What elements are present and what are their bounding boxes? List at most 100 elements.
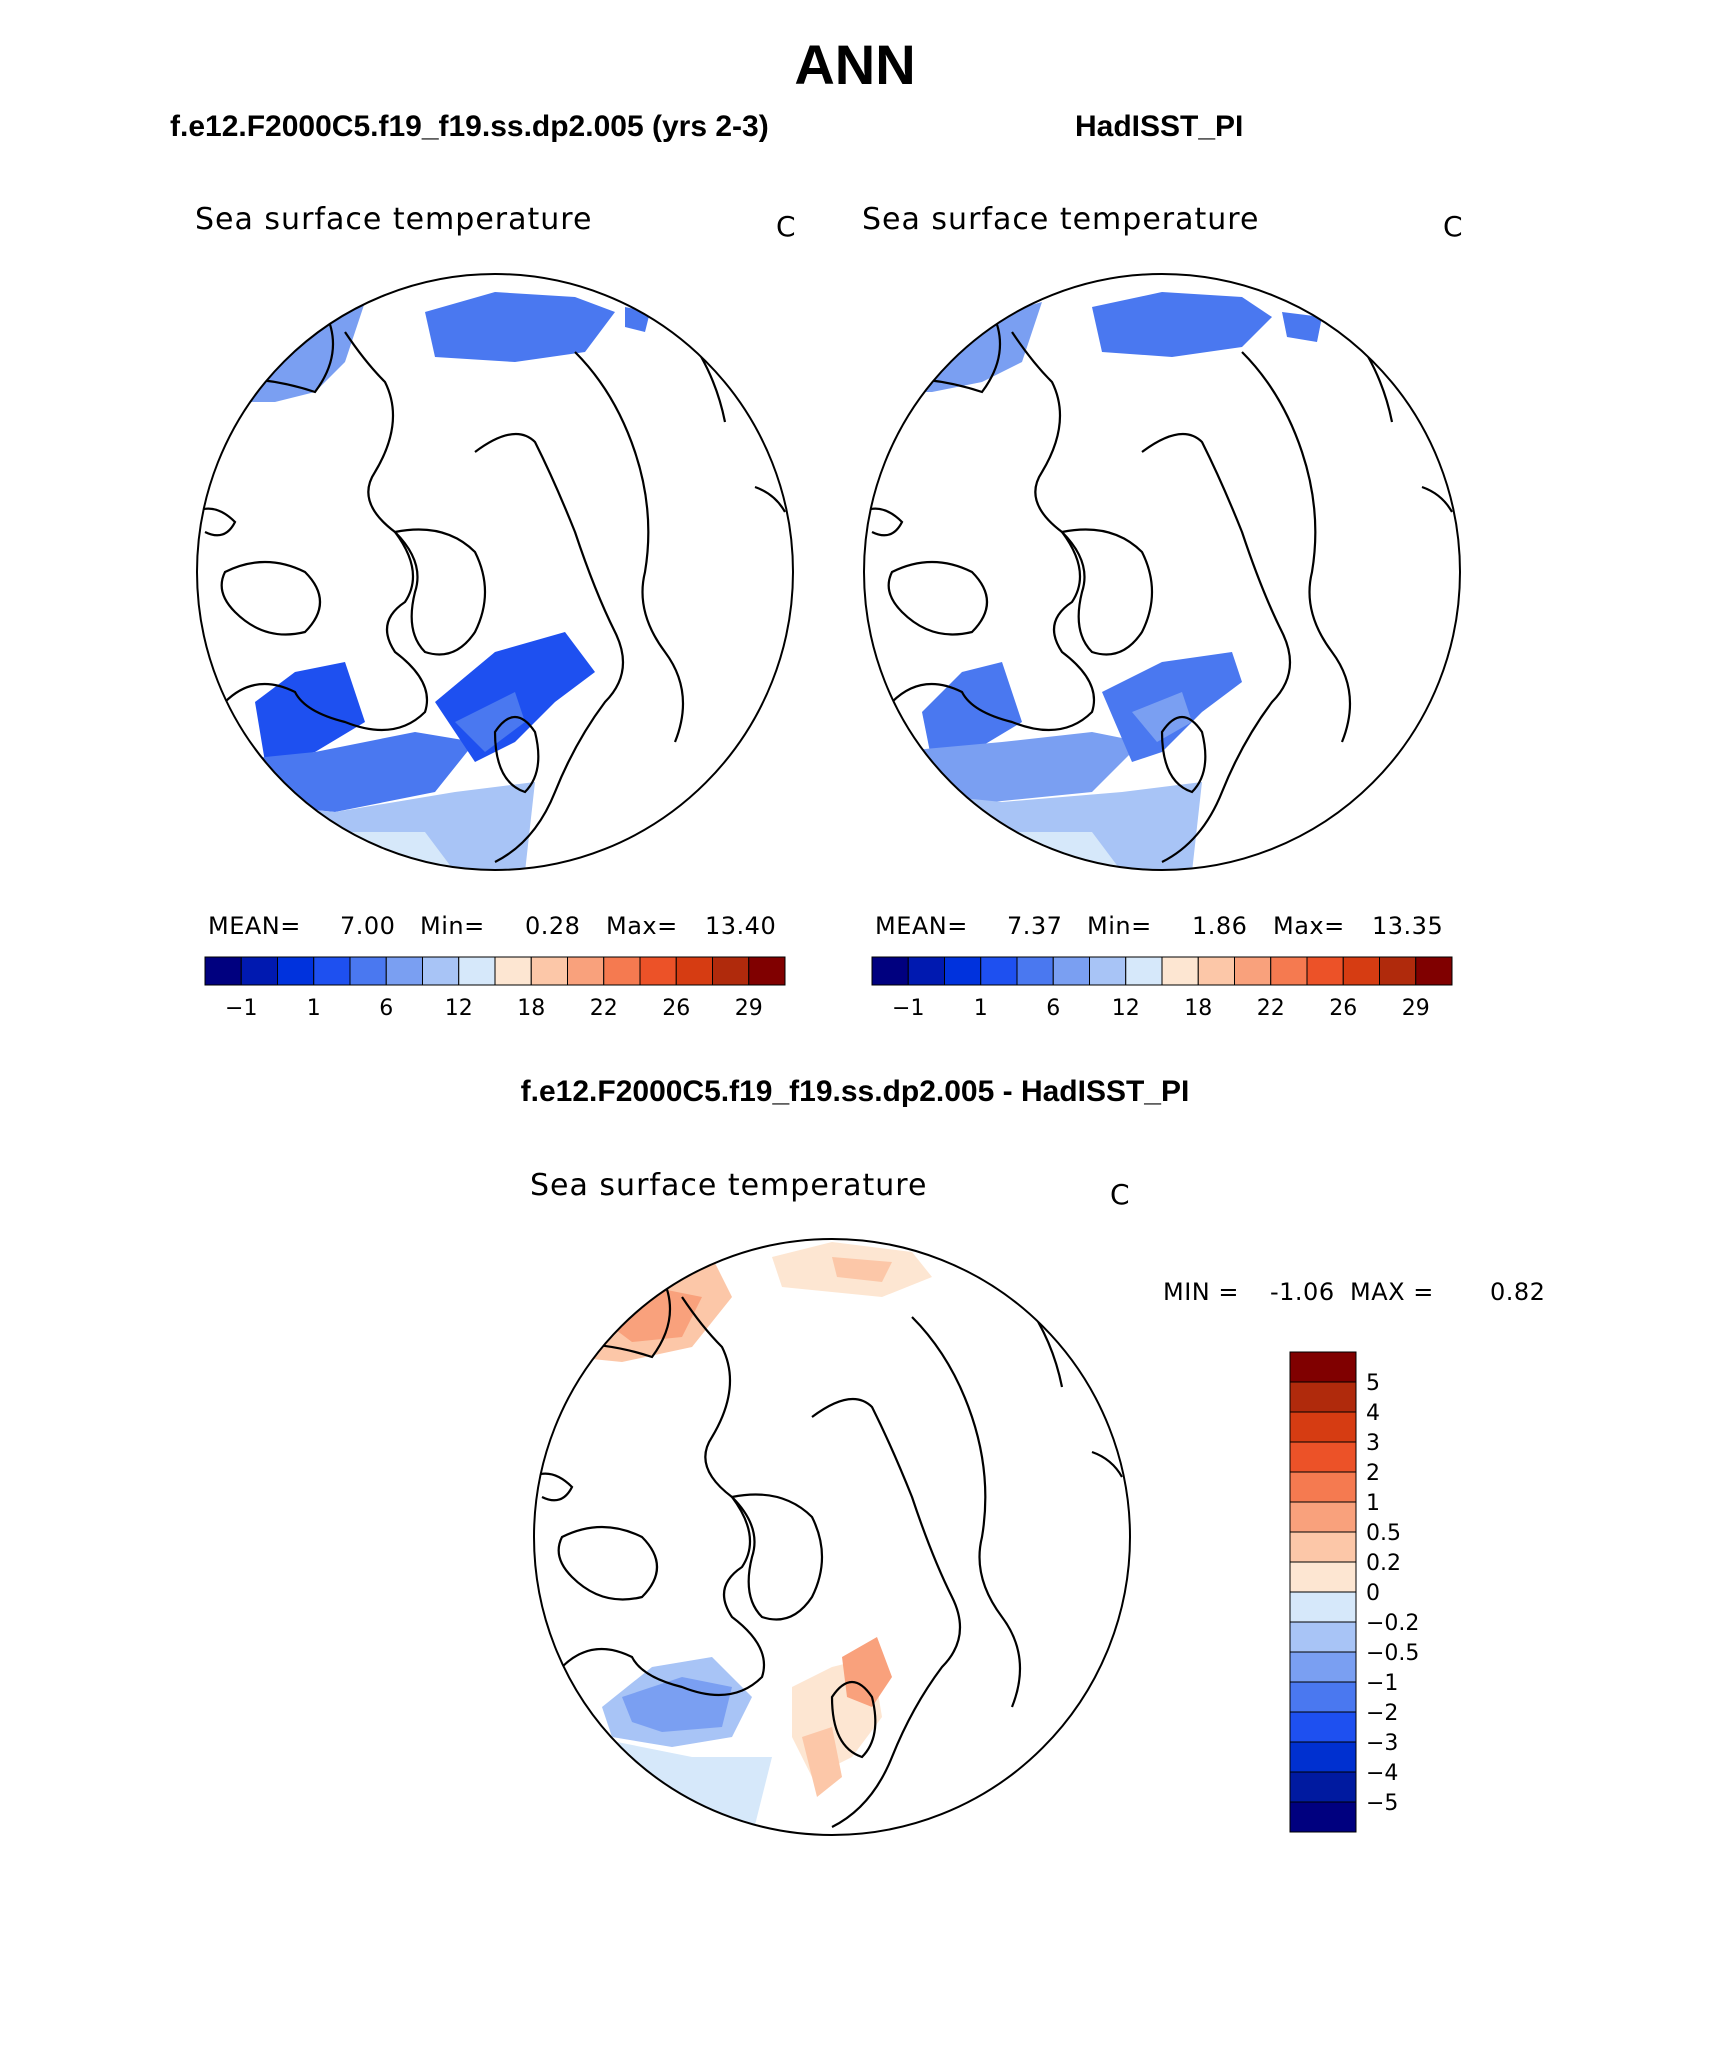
diff-colorbar-swatch (1289, 1801, 1357, 1833)
diff-field-title: Sea surface temperature (530, 1168, 928, 1203)
right-polar-map (863, 273, 1461, 871)
right-colorbar-swatch (1379, 956, 1417, 986)
right-colorbar-tick-label: 6 (1046, 996, 1060, 1021)
right-colorbar-swatch (1089, 956, 1127, 986)
left-colorbar-tick-label: 12 (445, 996, 473, 1021)
right-mean-value: 7.37 (1007, 912, 1063, 940)
diff-colorbar-tick-label: 0.5 (1366, 1521, 1401, 1546)
right-min-value: 1.86 (1192, 912, 1248, 940)
right-colorbar-swatch (871, 956, 909, 986)
left-colorbar-swatch (349, 956, 387, 986)
left-colorbar-swatch (567, 956, 605, 986)
right-field-title: Sea surface temperature (862, 202, 1260, 237)
right-case-title: HadISST_PI (1075, 110, 1244, 143)
diff-min-value: -1.06 (1270, 1278, 1335, 1306)
diff-colorbar-swatch (1289, 1711, 1357, 1743)
diff-colorbar-swatch (1289, 1411, 1357, 1443)
irminger-sea (622, 1677, 732, 1732)
diff-colorbar-tick-label: −2 (1366, 1701, 1398, 1726)
right-colorbar: −1 1 6 12 18 22 26 29 (871, 956, 1453, 1021)
diff-colorbar-swatch (1289, 1651, 1357, 1683)
east-pacific-patch (1282, 312, 1322, 342)
right-colorbar-swatch (1270, 956, 1308, 986)
diff-colorbar-swatch (1289, 1381, 1357, 1413)
left-units: C (776, 210, 796, 243)
left-colorbar-swatch (639, 956, 677, 986)
diff-colorbar-tick-label: −0.5 (1366, 1641, 1419, 1666)
bering-patch (832, 1257, 892, 1282)
left-colorbar-tick-label: 29 (735, 996, 763, 1021)
right-colorbar-tick-label: 1 (974, 996, 988, 1021)
diff-colorbar-swatch (1289, 1501, 1357, 1533)
left-colorbar-swatch (277, 956, 315, 986)
right-colorbar-swatch (1016, 956, 1054, 986)
diff-colorbar-swatch (1289, 1531, 1357, 1563)
left-colorbar-swatch (385, 956, 423, 986)
left-colorbar-tick-label: 1 (307, 996, 321, 1021)
left-polar-map (196, 273, 794, 871)
norwegian-sea-warm (842, 1637, 892, 1707)
diff-colorbar: 5 4 3 2 1 0.5 0.2 0 −0.2 −0.5 −1 −2 −3 −4 −5 (1289, 1351, 1419, 1833)
right-colorbar-swatch (1125, 956, 1163, 986)
right-colorbar-tick-label: 29 (1402, 996, 1430, 1021)
left-colorbar-swatch (712, 956, 750, 986)
right-colorbar-tick-label: 12 (1112, 996, 1140, 1021)
right-colorbar-swatch (944, 956, 982, 986)
diff-max-value: 0.82 (1490, 1278, 1546, 1306)
diff-colorbar-swatch (1289, 1741, 1357, 1773)
left-max-label: Max= (606, 912, 678, 940)
diff-colorbar-tick-label: −3 (1366, 1731, 1398, 1756)
right-colorbar-swatch (1234, 956, 1272, 986)
diff-colorbar-tick-label: 3 (1366, 1431, 1380, 1456)
right-colorbar-swatch (1342, 956, 1380, 986)
left-colorbar-swatch (204, 956, 242, 986)
left-max-value: 13.40 (705, 912, 777, 940)
diff-max-label: MAX = (1350, 1278, 1434, 1306)
right-colorbar-swatch (1415, 956, 1453, 986)
right-colorbar-tick-label: −1 (892, 996, 924, 1021)
left-colorbar-tick-label: 18 (517, 996, 545, 1021)
left-colorbar: −1 1 6 12 18 22 26 29 (204, 956, 786, 1021)
left-colorbar-tick-label: −1 (225, 996, 257, 1021)
left-field-title: Sea surface temperature (195, 202, 593, 237)
left-colorbar-tick-label: 22 (590, 996, 618, 1021)
right-max-label: Max= (1273, 912, 1345, 940)
right-colorbar-swatch (907, 956, 945, 986)
diff-case-title: f.e12.F2000C5.f19_f19.ss.dp2.005 - HadIS… (520, 1075, 1190, 1108)
left-colorbar-tick-label: 6 (379, 996, 393, 1021)
diff-colorbar-tick-label: −1 (1366, 1671, 1398, 1696)
left-colorbar-tick-label: 26 (662, 996, 690, 1021)
left-case-title: f.e12.F2000C5.f19_f19.ss.dp2.005 (yrs 2-… (170, 110, 769, 143)
diff-colorbar-tick-label: 1 (1366, 1491, 1380, 1516)
left-colorbar-swatch (313, 956, 351, 986)
diff-colorbar-swatch (1289, 1441, 1357, 1473)
left-colorbar-swatch (603, 956, 641, 986)
diff-colorbar-tick-label: −0.2 (1366, 1611, 1419, 1636)
bering-sea (1092, 292, 1272, 357)
figure-title: ANN (794, 33, 916, 96)
left-colorbar-swatch (458, 956, 496, 986)
right-colorbar-tick-label: 26 (1329, 996, 1357, 1021)
right-colorbar-swatch (1197, 956, 1235, 986)
bering-sea (425, 292, 615, 362)
right-colorbar-swatch (980, 956, 1018, 986)
right-colorbar-tick-label: 22 (1257, 996, 1285, 1021)
right-colorbar-tick-label: 18 (1184, 996, 1212, 1021)
right-min-label: Min= (1087, 912, 1152, 940)
right-mean-label: MEAN= (875, 912, 968, 940)
right-units: C (1443, 210, 1463, 243)
left-min-label: Min= (420, 912, 485, 940)
diff-colorbar-swatch (1289, 1591, 1357, 1623)
norwegian-sea-inner (455, 692, 525, 752)
diff-colorbar-swatch (1289, 1621, 1357, 1653)
left-colorbar-swatch (240, 956, 278, 986)
diff-colorbar-swatch (1289, 1681, 1357, 1713)
diff-units: C (1110, 1178, 1130, 1211)
right-colorbar-swatch (1161, 956, 1199, 986)
left-colorbar-swatch (530, 956, 568, 986)
diff-colorbar-swatch (1289, 1771, 1357, 1803)
left-colorbar-swatch (422, 956, 460, 986)
north-sea-warm (802, 1727, 842, 1797)
left-colorbar-swatch (494, 956, 532, 986)
diff-polar-map (533, 1238, 1131, 1836)
